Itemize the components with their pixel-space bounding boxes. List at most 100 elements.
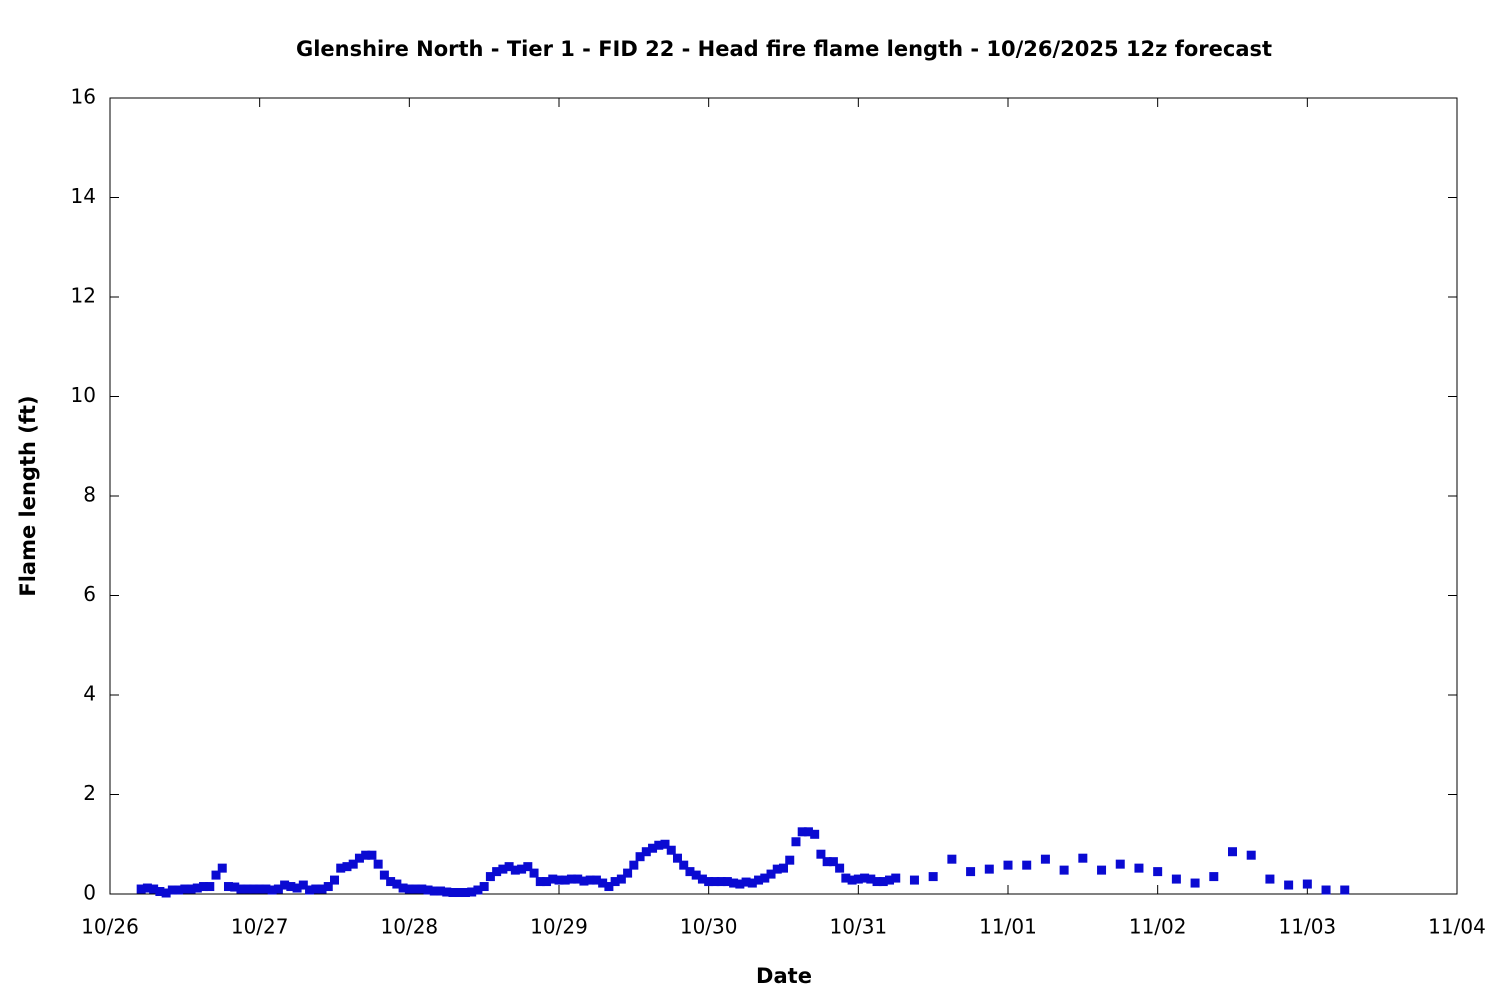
point: [741, 877, 751, 887]
point: [404, 884, 414, 894]
y-tick-label: 2: [83, 781, 96, 805]
point: [336, 863, 346, 873]
point: [760, 873, 770, 883]
point: [822, 857, 832, 867]
point: [504, 862, 514, 872]
point: [1040, 854, 1050, 864]
point: [841, 873, 851, 883]
y-tick-label: 14: [71, 184, 96, 208]
point: [255, 884, 265, 894]
point: [142, 883, 152, 893]
point: [267, 885, 277, 895]
x-tick-label: 11/03: [1279, 915, 1337, 939]
point: [473, 885, 483, 895]
point: [467, 887, 477, 897]
point: [835, 863, 845, 873]
point: [810, 829, 820, 839]
point: [691, 870, 701, 880]
point: [510, 865, 520, 875]
point: [323, 882, 333, 892]
point: [616, 874, 626, 884]
y-tick-label: 10: [71, 383, 96, 407]
point: [211, 870, 221, 880]
point: [560, 875, 570, 885]
point: [566, 874, 576, 884]
point: [623, 868, 633, 878]
point: [1209, 872, 1219, 882]
point: [797, 827, 807, 837]
point: [354, 853, 364, 863]
point: [186, 884, 196, 894]
point: [909, 875, 919, 885]
point: [828, 857, 838, 867]
point: [1228, 847, 1237, 857]
point: [635, 852, 645, 862]
point: [891, 873, 901, 883]
point: [298, 880, 308, 890]
point: [542, 877, 552, 887]
point: [392, 879, 402, 889]
point: [1302, 879, 1312, 889]
point: [311, 884, 321, 894]
point: [136, 884, 146, 894]
point: [217, 863, 227, 873]
point: [1097, 865, 1107, 875]
point: [679, 860, 689, 870]
point: [735, 879, 745, 889]
point: [242, 884, 252, 894]
point: [498, 864, 508, 874]
point: [648, 843, 658, 853]
x-tick-label: 10/29: [530, 915, 588, 939]
point: [672, 853, 682, 863]
point: [305, 885, 315, 895]
point: [610, 877, 620, 887]
point: [697, 874, 707, 884]
point: [860, 873, 870, 883]
point: [772, 864, 782, 874]
x-tick-label: 10/28: [381, 915, 439, 939]
point: [199, 882, 209, 892]
point: [411, 884, 421, 894]
point: [779, 863, 788, 873]
point: [660, 839, 670, 849]
point: [398, 883, 408, 893]
x-tick-label: 11/01: [979, 915, 1037, 939]
point: [149, 884, 159, 894]
point: [1059, 865, 1069, 875]
plot-frame: [109, 97, 1458, 895]
point: [442, 887, 452, 897]
point: [479, 882, 489, 892]
point: [317, 884, 327, 894]
point: [685, 867, 695, 877]
x-tick-label: 11/02: [1129, 915, 1187, 939]
point: [1190, 878, 1200, 888]
point: [386, 877, 396, 887]
point: [373, 859, 383, 869]
point: [1078, 853, 1088, 863]
point: [1265, 874, 1275, 884]
y-tick-label: 0: [83, 881, 96, 905]
point: [754, 875, 764, 885]
point: [710, 877, 720, 887]
point: [878, 877, 888, 887]
point: [286, 882, 296, 892]
point: [591, 875, 601, 885]
point: [535, 877, 545, 887]
x-axis-label: Date: [756, 964, 812, 988]
point: [174, 885, 184, 895]
point: [554, 875, 564, 885]
point: [429, 886, 439, 896]
y-tick-label: 16: [71, 85, 96, 109]
point: [803, 827, 813, 837]
point: [548, 874, 558, 884]
point: [1171, 874, 1181, 884]
point: [928, 872, 938, 882]
point: [853, 874, 863, 884]
point: [847, 875, 857, 885]
point: [230, 882, 240, 892]
y-tick-label: 4: [83, 682, 96, 706]
point: [273, 884, 283, 894]
point: [1115, 859, 1125, 869]
point: [223, 882, 233, 892]
y-tick-label: 8: [83, 483, 96, 507]
